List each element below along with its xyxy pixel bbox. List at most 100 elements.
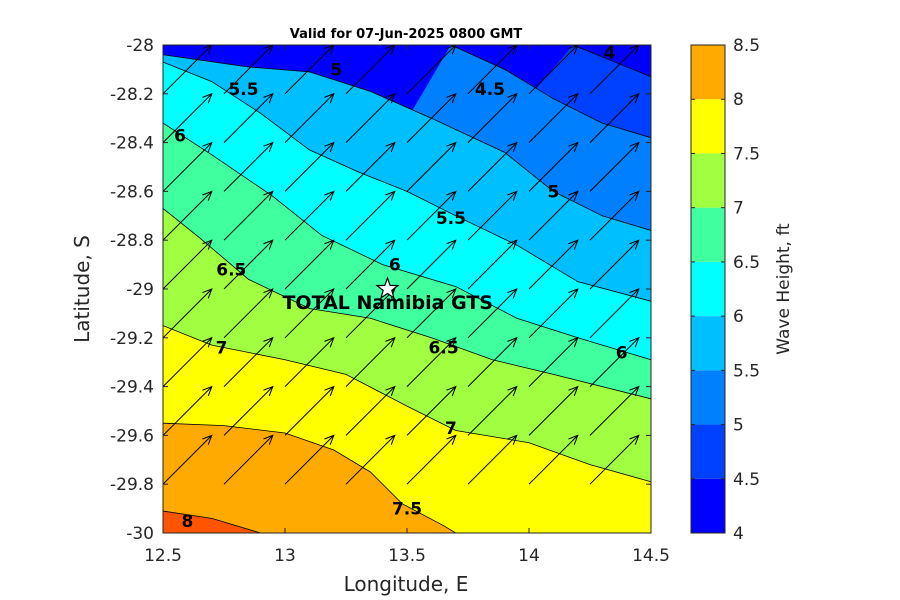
contour-label: 7.5 [392, 500, 422, 520]
wave-arrow [284, 190, 335, 241]
colorbar-tick-label: 7.5 [733, 144, 760, 164]
wave-arrow [590, 45, 591, 46]
wave-arrow [345, 190, 396, 241]
contour-label: 8 [181, 512, 193, 532]
contour-line-4.5 [450, 45, 651, 139]
x-axis-label: Longitude, E [344, 572, 469, 596]
band-7.5-plus [163, 423, 456, 533]
wave-arrow [406, 336, 457, 387]
colorbar-swatch [691, 261, 725, 317]
y-tick-label: -30 [126, 524, 154, 544]
y-tick-label: -28.8 [110, 231, 154, 251]
contour-label: 4 [604, 43, 616, 63]
contour-line-6.5 [163, 208, 651, 400]
wave-arrow [406, 92, 457, 143]
wave-arrow [163, 45, 164, 46]
y-axis: -28 -28.2 -28.4 -28.6 -28.8 -29 -29.2 -29.4 -29.… [110, 36, 651, 544]
y-axis-label: Latitude, S [70, 235, 94, 343]
colorbar-tick-label: 5 [733, 416, 744, 436]
colorbar-tick-label: 5.5 [733, 361, 760, 381]
colorbar: 4 4.5 5 5.5 6 6.5 7 7.5 8 8.5 [690, 36, 760, 544]
y-tick-label: -29.4 [110, 378, 154, 398]
wave-arrow [223, 385, 274, 436]
contour-line-4 [572, 45, 651, 78]
contour-label: 7 [216, 339, 228, 359]
colorbar-swatch [691, 478, 725, 533]
y-tick-label: -28.2 [110, 85, 154, 105]
colorbar-tick-label: 4.5 [733, 470, 760, 490]
wave-arrow [589, 434, 640, 485]
wave-arrow [284, 141, 335, 192]
station-star-icon [375, 276, 400, 300]
colorbar-tick-label: 8 [733, 90, 744, 110]
x-tick-label: 13 [274, 546, 296, 566]
wave-arrow [284, 92, 335, 143]
x-tick-label: 14 [518, 546, 540, 566]
wave-arrow [406, 190, 457, 241]
x-tick-label: 14.5 [632, 546, 670, 566]
wave-arrow [223, 239, 274, 290]
wave-arrow [284, 336, 335, 387]
contour-label: 4.5 [475, 80, 505, 100]
wave-arrow [589, 45, 640, 95]
colorbar-tick-label: 8.5 [733, 36, 760, 56]
band-8-plus [163, 511, 261, 533]
wave-arrow [528, 239, 579, 290]
wave-arrow [406, 141, 457, 192]
colorbar-swatch [691, 424, 725, 479]
colorbar-swatch [691, 153, 725, 208]
wave-arrow [345, 45, 396, 95]
wave-arrow [163, 141, 213, 192]
contour-label: 6.5 [216, 260, 246, 280]
wave-arrow [467, 239, 518, 290]
wave-arrow [406, 288, 457, 339]
contour-label: 6 [616, 343, 628, 363]
wave-arrow [284, 239, 335, 290]
wave-arrow [224, 45, 225, 46]
wave-arrow [589, 385, 640, 436]
contour-label-layer: 4 4.5 5 5.5 5 5.5 6 6 6 6.5 6.5 7 7 7.5 8 [174, 43, 627, 531]
wave-arrow [284, 385, 335, 436]
contour-line-7.5 [163, 422, 457, 533]
y-tick-label: -29.6 [110, 426, 154, 446]
wave-arrow [163, 190, 213, 241]
contour-label: 6 [174, 126, 186, 146]
wave-arrow [284, 434, 335, 485]
contour-label: 6.5 [429, 339, 459, 359]
wave-arrow [528, 45, 579, 95]
wave-arrow [467, 141, 518, 192]
wave-arrow [284, 288, 335, 339]
wave-arrow [163, 385, 213, 436]
wave-arrow [528, 434, 579, 485]
wave-arrow [163, 239, 213, 290]
wave-arrow [589, 92, 640, 143]
wave-arrow [284, 45, 335, 95]
colorbar-tick-label: 6 [733, 307, 744, 327]
contour-label: 5 [547, 182, 559, 202]
wave-arrow [467, 92, 518, 143]
wave-arrow [163, 336, 213, 387]
wave-arrow [589, 190, 640, 241]
wave-arrow [528, 288, 579, 339]
wave-arrow [345, 239, 396, 290]
wave-arrow [345, 336, 396, 387]
y-tick-label: -28.4 [110, 134, 154, 154]
wave-arrow [528, 190, 579, 241]
contour-line-6 [163, 122, 651, 361]
wave-arrow [589, 288, 640, 339]
wave-arrow [163, 45, 213, 95]
wave-arrow [223, 288, 274, 339]
contour-line-8 [163, 510, 261, 533]
contour-label: 5.5 [436, 209, 466, 229]
wave-arrow [467, 288, 518, 339]
wave-arrow [406, 434, 457, 485]
wave-arrow [589, 336, 640, 387]
wave-arrow [406, 239, 457, 290]
wave-arrow [589, 141, 640, 192]
wave-arrow [467, 336, 518, 387]
contour-label: 7 [445, 419, 457, 439]
wave-arrow [345, 141, 396, 192]
wave-arrow [223, 336, 274, 387]
station-label: TOTAL Namibia GTS [282, 292, 493, 314]
